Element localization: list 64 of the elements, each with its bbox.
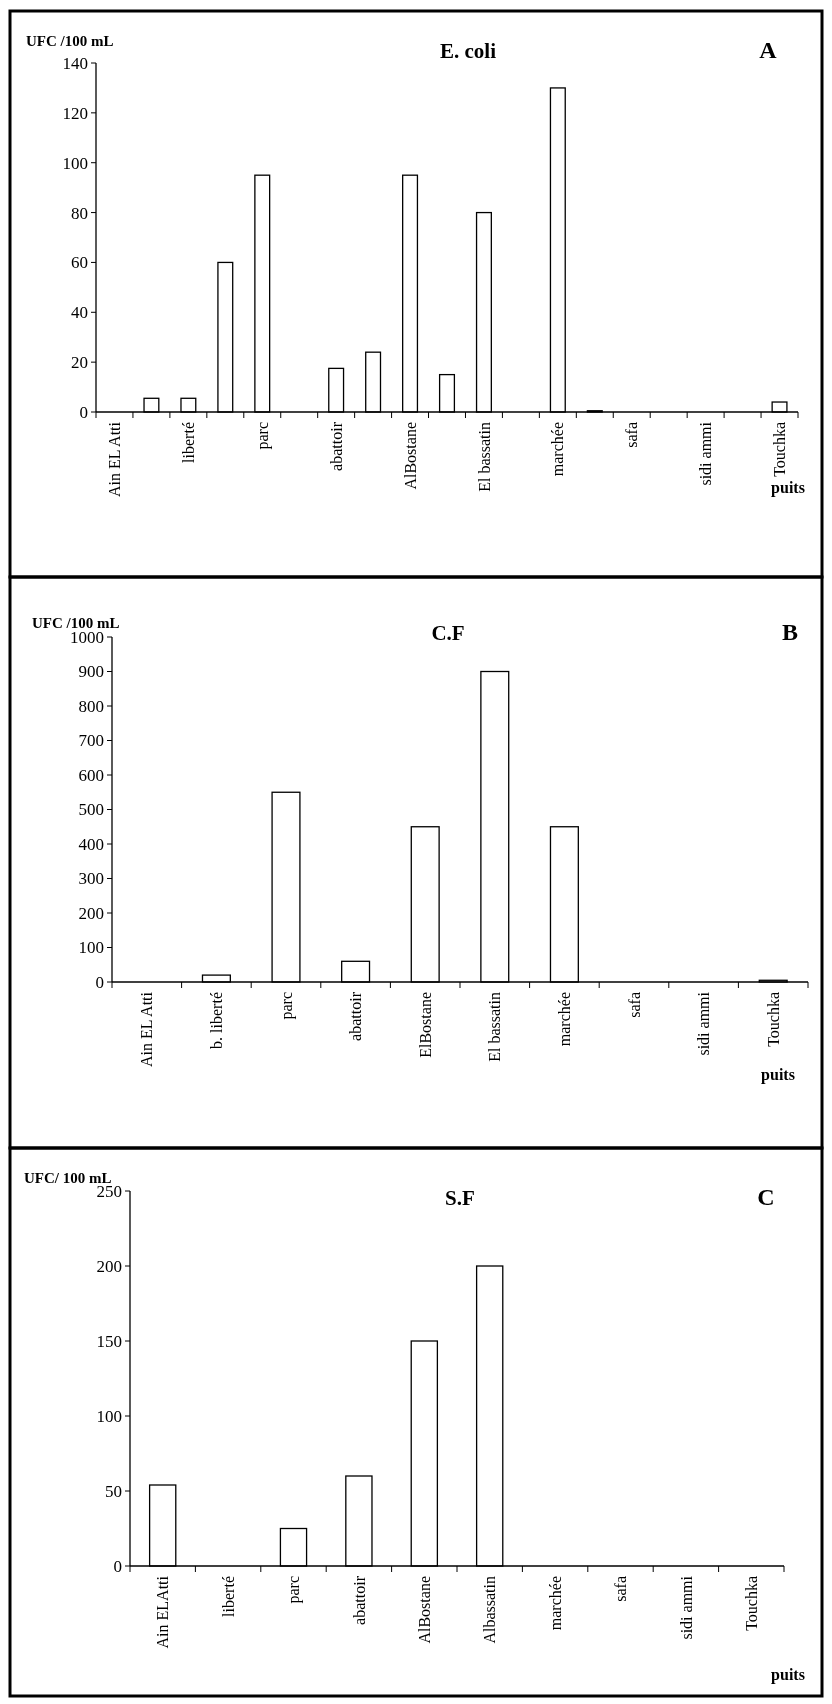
y-tick-label: 500 — [78, 800, 104, 820]
x-tick-label: marchée — [546, 1576, 564, 1631]
x-tick-label: sidi ammi — [697, 421, 715, 486]
x-tick-label: abattoir — [350, 1575, 368, 1625]
y-tick-label: 900 — [78, 662, 104, 682]
chart-title: E. coli — [440, 39, 497, 63]
y-tick-label: 100 — [96, 1406, 122, 1426]
y-tick-label: 140 — [62, 53, 88, 73]
y-tick-label: 80 — [71, 203, 88, 223]
y-tick-label: 150 — [96, 1331, 122, 1351]
x-tick-label: Ain ELAtti — [154, 1575, 172, 1649]
x-tick-label: liberté — [179, 422, 197, 463]
x-tick-label: safa — [612, 1576, 630, 1602]
x-tick-label: parc — [285, 1576, 304, 1604]
x-tick-label: Touchka — [742, 1576, 760, 1631]
x-tick-label: sidi ammi — [695, 991, 713, 1056]
x-tick-label: Touchka — [771, 422, 789, 477]
y-tick-label: 40 — [71, 303, 88, 323]
y-tick-label: 20 — [71, 353, 88, 373]
x-tick-label: El bassatin — [486, 992, 504, 1062]
y-tick-label: 400 — [78, 834, 104, 854]
x-tick-label: parc — [277, 992, 296, 1020]
x-tick-label: Ain EL Atti — [138, 991, 156, 1067]
y-tick-label: 50 — [105, 1481, 122, 1501]
x-axis-title: puits — [771, 479, 805, 497]
x-tick-label: Albassatin — [481, 1576, 499, 1644]
x-tick-label: b. liberté — [208, 992, 225, 1049]
x-axis-title: puits — [771, 1666, 805, 1684]
y-tick-label: 600 — [78, 765, 104, 785]
y-tick-label: 800 — [78, 696, 104, 716]
y-tick-label: 0 — [79, 402, 88, 422]
x-tick-label: Ain EL Atti — [106, 421, 124, 497]
x-tick-label: marchée — [556, 992, 573, 1047]
x-tick-label: safa — [623, 422, 641, 448]
chart-title: S.F — [445, 1186, 475, 1210]
annotation: C — [757, 1184, 775, 1210]
y-tick-label: 100 — [62, 153, 88, 173]
x-tick-label: marchée — [549, 422, 567, 477]
y-tick-label: 120 — [62, 103, 88, 123]
x-tick-label: sidi ammi — [677, 1575, 695, 1640]
y-tick-label: 700 — [78, 731, 104, 751]
x-tick-label: safa — [625, 992, 643, 1018]
x-tick-label: Touchka — [764, 992, 782, 1047]
x-tick-label: AlBostane — [415, 1576, 433, 1644]
x-tick-label: El bassatin — [475, 422, 493, 492]
y-tick-label: 0 — [113, 1556, 122, 1576]
annotation: A — [759, 37, 778, 63]
x-tick-label: AlBostane — [401, 422, 419, 490]
x-tick-label: ElBostane — [416, 992, 434, 1058]
y-tick-label: 200 — [78, 903, 104, 923]
chart-title: C.F — [431, 621, 465, 645]
x-tick-label: parc — [253, 422, 272, 450]
y-tick-label: 200 — [96, 1256, 122, 1276]
x-tick-label: abattoir — [327, 421, 345, 471]
x-tick-label: abattoir — [347, 991, 365, 1041]
y-tick-label: 100 — [78, 938, 104, 958]
y-tick-label: 60 — [71, 253, 88, 273]
y-axis-title: UFC /100 mL — [26, 33, 114, 49]
annotation: B — [781, 619, 799, 645]
x-axis-title: puits — [761, 1066, 795, 1084]
y-tick-label: 300 — [78, 869, 104, 889]
y-tick-label: 0 — [95, 972, 104, 992]
x-tick-label: liberté — [219, 1576, 237, 1617]
y-axis-title: UFC/ 100 mL — [24, 1170, 112, 1186]
